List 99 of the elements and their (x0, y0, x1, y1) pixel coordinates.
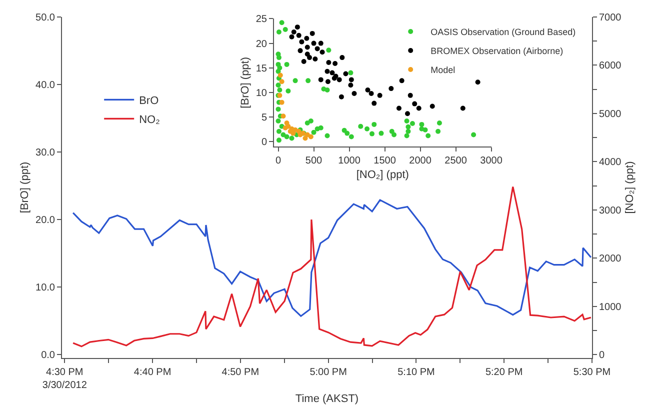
y-tick-label: 40.0 (36, 80, 56, 92)
point (278, 72, 283, 78)
point (412, 101, 418, 106)
y-tick-label: 0 (261, 137, 268, 148)
point (282, 125, 288, 130)
point (388, 86, 394, 92)
y-tick-label: 5 (261, 112, 268, 124)
point (318, 40, 324, 46)
point (301, 58, 306, 64)
point (290, 130, 296, 136)
x-tick-label: 4:40 PM (134, 367, 172, 378)
x-axis-title: [NO₂] (ppt) (356, 168, 409, 181)
point (343, 71, 348, 76)
point (280, 114, 286, 119)
x-tick-label: 2000 (409, 156, 432, 167)
point (298, 132, 303, 138)
y-tick-label: 15 (256, 63, 268, 74)
x-tick-label: 1000 (338, 156, 361, 167)
legend-label: OASIS Observation (Ground Based) (430, 27, 576, 38)
point (372, 100, 377, 106)
point (304, 52, 310, 57)
x-tick-label: 5:30 PM (573, 367, 611, 378)
point (408, 92, 413, 98)
point (416, 106, 422, 111)
y-tick-label: 10.0 (36, 282, 56, 294)
point (332, 60, 338, 66)
x-axis-title: Time (AKST) (295, 393, 359, 406)
point (368, 90, 374, 96)
x-tick-label: 5:10 PM (398, 367, 435, 378)
y2-axis-title: [NO₂] (ppt) (624, 161, 636, 214)
point (308, 134, 314, 140)
point (324, 68, 330, 74)
point (348, 82, 354, 88)
legend-label: Model (430, 65, 456, 76)
point (338, 94, 344, 100)
x-tick-label: 4:30 PM 3/30/2012 (42, 367, 88, 391)
y2-tick-label: 1000 (599, 302, 622, 313)
point (430, 104, 435, 109)
y-axis-title: [BrO] (ppt) (19, 162, 32, 214)
y-tick-label: 20.0 (36, 215, 56, 226)
x-tick-label: 5:00 PM (310, 367, 347, 378)
point (318, 77, 324, 82)
point (320, 50, 325, 55)
point (377, 92, 382, 98)
point (326, 60, 332, 65)
line-series (72, 199, 592, 317)
point (348, 77, 354, 82)
y2-tick-label: 4000 (599, 157, 622, 168)
legend-label: BrO (139, 94, 160, 107)
point (298, 48, 303, 54)
point (296, 32, 302, 38)
x-tick-label: 4:50 PM (222, 367, 260, 378)
point (279, 79, 284, 84)
point (352, 90, 357, 96)
x-tick-label: 3000 (480, 156, 503, 167)
point (325, 79, 330, 84)
y-tick-label: 25 (256, 14, 268, 26)
y2-tick-label: 5000 (599, 108, 622, 120)
y-tick-label: 10 (256, 88, 268, 99)
point (299, 39, 304, 44)
point (340, 55, 345, 60)
legend-label: BROMEX Observation (Airborne) (430, 46, 564, 56)
point (302, 136, 308, 141)
point (336, 77, 342, 82)
point (291, 29, 296, 34)
point (330, 70, 335, 76)
point (307, 55, 312, 60)
y-tick-label: 30.0 (36, 148, 56, 159)
point (399, 78, 404, 84)
y-axis-title: [BrO] (ppt) (240, 56, 252, 108)
point (311, 40, 316, 46)
y2-tick-label: 0 (599, 350, 605, 362)
point (294, 24, 300, 30)
line-series (72, 186, 592, 348)
point (310, 30, 315, 36)
y2-tick-label: 7000 (599, 12, 622, 24)
x-tick-label: 2500 (444, 156, 468, 167)
point (314, 46, 320, 52)
point (289, 34, 294, 40)
point (304, 44, 310, 50)
point (304, 36, 310, 41)
point (312, 56, 318, 62)
y2-tick-label: 3000 (599, 205, 622, 216)
y-tick-label: 50.0 (36, 12, 56, 24)
legend-label: NO₂ (139, 114, 160, 126)
x-tick-label: 500 (305, 156, 323, 167)
point (396, 106, 402, 111)
y-tick-label: 20 (256, 38, 268, 50)
x-tick-label: 1500 (374, 156, 396, 167)
point (365, 88, 370, 93)
x-tick-label: 5:20 PM (485, 367, 523, 378)
x-tick-label: 0 (275, 156, 282, 167)
y2-tick-label: 2000 (599, 254, 622, 265)
point (460, 106, 466, 111)
point (405, 111, 410, 116)
point (475, 80, 480, 85)
y-tick-label: 0.0 (41, 350, 56, 362)
y2-tick-label: 6000 (599, 60, 622, 72)
point (279, 100, 284, 105)
